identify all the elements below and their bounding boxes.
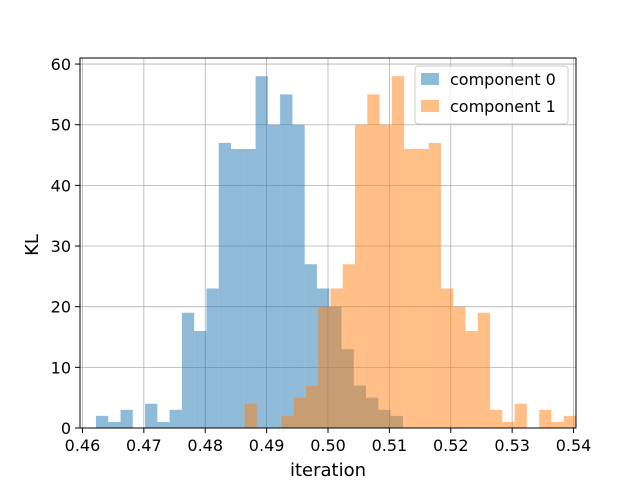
legend-swatch-component-0	[421, 73, 439, 85]
histogram-bar	[169, 409, 182, 428]
y-tick-label: 30	[51, 237, 71, 256]
histogram-bar	[391, 76, 405, 429]
histogram-bar	[551, 421, 564, 428]
histogram-bar	[355, 124, 368, 428]
histogram-bar	[255, 76, 268, 429]
y-tick-label: 20	[51, 298, 71, 317]
histogram-bar	[490, 409, 503, 428]
histogram-bar	[330, 288, 343, 428]
x-tick-label: 0.52	[433, 436, 469, 455]
histogram-bar	[281, 415, 294, 428]
histogram-bar	[563, 415, 576, 428]
histogram-bar	[293, 397, 306, 428]
x-tick-label: 0.51	[372, 436, 408, 455]
histogram-bar	[514, 403, 527, 428]
histogram-bar	[342, 264, 356, 428]
y-tick-label: 50	[51, 116, 71, 135]
histogram-bar	[416, 148, 429, 428]
legend-label-component-1: component 1	[450, 97, 556, 116]
histogram-bar	[181, 312, 195, 428]
histogram-bar	[465, 330, 478, 428]
histogram-bar	[453, 306, 466, 428]
histogram-bar	[244, 403, 257, 428]
histogram-bar	[440, 288, 454, 428]
series-1-bars	[244, 76, 576, 429]
histogram-bar	[218, 142, 232, 428]
y-axis-label: KL	[22, 234, 43, 256]
y-axis-ticks: 0 10 20 30 40 50 60	[51, 55, 80, 438]
histogram-bar	[267, 124, 281, 428]
x-axis-ticks: 0.46 0.47 0.48 0.49 0.50 0.51 0.52 0.53 0.54	[65, 428, 592, 455]
histogram-bar	[280, 94, 293, 429]
histogram-bars	[95, 76, 576, 429]
histogram-bar	[318, 306, 331, 428]
histogram-bar	[305, 385, 319, 428]
x-tick-label: 0.48	[187, 436, 223, 455]
x-tick-label: 0.54	[556, 436, 592, 455]
histogram-bar	[231, 148, 244, 428]
histogram-bar	[108, 421, 121, 428]
histogram-bar	[95, 415, 109, 428]
histogram-bar	[428, 142, 441, 428]
x-tick-label: 0.47	[126, 436, 162, 455]
x-tick-label: 0.49	[249, 436, 285, 455]
histogram-bar	[145, 403, 158, 428]
y-tick-label: 40	[51, 176, 71, 195]
histogram-bar	[367, 94, 380, 429]
y-tick-label: 10	[51, 358, 71, 377]
histogram-bar	[243, 148, 256, 428]
x-tick-label: 0.46	[65, 436, 101, 455]
histogram-bar	[194, 330, 207, 428]
histogram-bar	[206, 288, 219, 428]
legend-label-component-0: component 0	[450, 70, 556, 89]
histogram-bar	[539, 409, 552, 428]
x-tick-label: 0.50	[310, 436, 346, 455]
histogram-bar	[120, 409, 133, 428]
legend: component 0 component 1	[414, 65, 569, 125]
x-axis-label: iteration	[290, 460, 366, 480]
y-tick-label: 0	[61, 419, 71, 438]
y-tick-label: 60	[51, 55, 71, 74]
legend-box	[414, 65, 569, 125]
histogram-bar	[379, 124, 392, 428]
histogram-bar	[502, 421, 515, 428]
histogram-bar	[157, 421, 170, 428]
histogram-bar	[477, 312, 491, 428]
x-tick-label: 0.53	[494, 436, 530, 455]
legend-swatch-component-1	[421, 100, 439, 112]
histogram-bar	[404, 148, 417, 428]
histogram-bar	[292, 124, 305, 428]
